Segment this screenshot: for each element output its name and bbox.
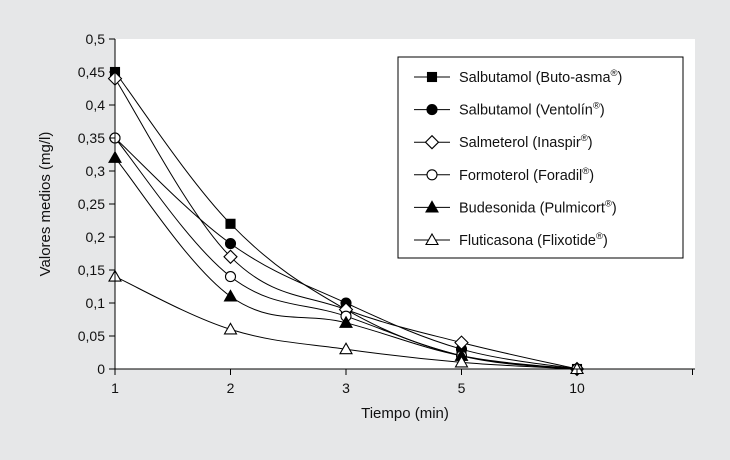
legend: Salbutamol (Buto-asma®) Salbutamol (Vento… — [397, 56, 684, 259]
legend-label: Formoterol (Foradil®) — [459, 166, 594, 184]
data-point — [454, 355, 469, 368]
legend-item: Salbutamol (Ventolín®) — [414, 101, 605, 119]
series-line — [114, 78, 578, 370]
data-point — [223, 322, 238, 335]
y-tick-label: 0,3 — [86, 163, 106, 179]
legend-item: Salmeterol (Inaspir®) — [414, 133, 593, 151]
y-axis-title: Valores medios (mg/l) — [37, 132, 54, 277]
y-tick-label: 0,15 — [78, 262, 105, 278]
series-group — [107, 66, 585, 377]
y-tick-label: 0,05 — [78, 328, 105, 344]
legend-marker — [426, 71, 438, 83]
y-tick-label: 0,35 — [78, 130, 105, 146]
y-tick-label: 0,5 — [86, 31, 106, 47]
x-tick-label: 1 — [111, 380, 119, 396]
legend-marker — [426, 104, 438, 116]
y-tick-label: 0,2 — [86, 229, 106, 245]
data-point — [339, 315, 353, 328]
legend-item: Formoterol (Foradil®) — [414, 166, 594, 184]
data-point — [223, 289, 238, 302]
legend-marker — [425, 200, 439, 213]
legend-label: Salmeterol (Inaspir®) — [459, 133, 593, 151]
legend-item: Salbutamol (Buto-asma®) — [414, 68, 622, 86]
data-point — [339, 342, 353, 355]
x-axis-title: Tiempo (min) — [361, 405, 449, 422]
legend-label: Salbutamol (Buto-asma®) — [459, 68, 622, 86]
legend-item: Budesonida (Pulmicort®) — [414, 198, 617, 216]
data-point — [224, 238, 237, 250]
axes: 0 0,05 0,1 0,15 0,2 0,25 0,3 0,35 0,4 0,45 0,5 1 2 3 5… — [78, 31, 695, 396]
y-tick-label: 0,1 — [86, 295, 106, 311]
data-point — [225, 218, 236, 229]
data-point — [224, 271, 237, 283]
x-tick-label: 5 — [458, 380, 466, 396]
series-line — [114, 157, 578, 370]
legend-box — [397, 56, 684, 259]
legend-marker — [426, 169, 438, 181]
x-tick-label: 10 — [569, 380, 585, 396]
series-line — [114, 71, 578, 370]
legend-label: Salbutamol (Ventolín®) — [459, 101, 605, 119]
legend-marker — [425, 232, 439, 246]
series-6 — [108, 269, 584, 375]
x-tick-label: 2 — [227, 380, 235, 396]
legend-label: Budesonida (Pulmicort®) — [459, 198, 617, 216]
y-tick-label: 0,45 — [78, 64, 105, 80]
x-tick-label: 3 — [342, 380, 350, 396]
legend-marker — [424, 134, 440, 150]
y-tick-label: 0,25 — [78, 196, 105, 212]
y-tick-label: 0,4 — [86, 97, 106, 113]
legend-label: Fluticasona (Flixotide®) — [459, 231, 608, 249]
data-point — [223, 249, 238, 265]
y-tick-label: 0 — [97, 361, 105, 377]
legend-item: Fluticasona (Flixotide®) — [414, 231, 608, 249]
